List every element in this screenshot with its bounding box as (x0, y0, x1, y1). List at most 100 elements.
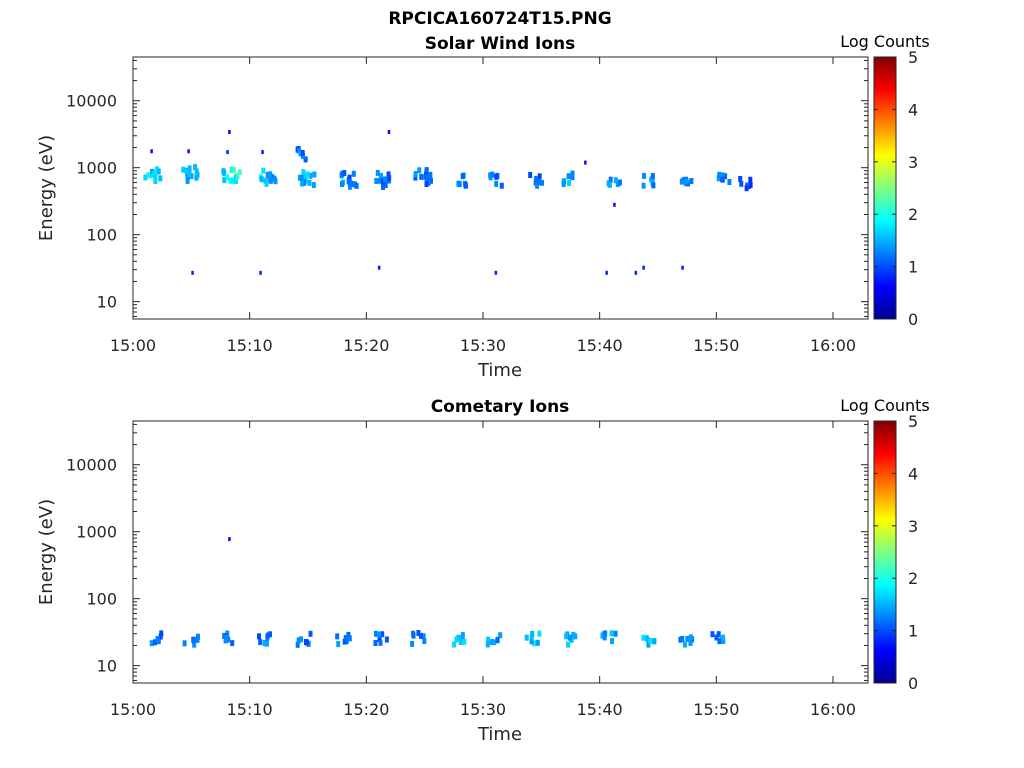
data-cell (299, 174, 304, 181)
colorbar: Log Counts 0 1 2 3 4 5 (840, 32, 930, 329)
panel-title: Solar Wind Ions (425, 34, 576, 54)
data-cell (381, 184, 385, 190)
x-tick-label: 15:40 (577, 700, 623, 719)
data-cell (494, 270, 498, 275)
data-cell (187, 171, 191, 178)
data-cell (380, 178, 385, 185)
x-axis-label: Time (477, 724, 522, 745)
data-cell (226, 150, 229, 155)
y-tick-label: 1000 (76, 159, 117, 178)
data-cell (452, 641, 457, 648)
y-tick-label: 10000 (66, 456, 117, 475)
data-cell (644, 635, 649, 642)
data-cell (489, 639, 494, 646)
data-cell (156, 168, 161, 175)
data-cell (641, 634, 646, 641)
data-cell (265, 171, 270, 178)
data-cell (429, 177, 433, 184)
data-cell (566, 641, 570, 648)
data-cell (524, 634, 529, 641)
data-cell (681, 265, 684, 270)
data-cell (149, 640, 154, 647)
data-cell (680, 635, 685, 642)
data-cell (714, 634, 719, 641)
data-cell (642, 265, 645, 270)
colorbar-tick-label: 3 (908, 153, 918, 172)
data-cell (373, 630, 378, 637)
data-cell (185, 177, 190, 184)
data-cell (460, 173, 465, 180)
data-cell (535, 639, 540, 646)
data-cell (535, 182, 540, 189)
y-tick-label: 1000 (76, 523, 117, 542)
x-tick-label: 15:40 (577, 336, 623, 355)
data-cell (268, 631, 272, 638)
colorbar-tick-label: 3 (908, 517, 918, 536)
data-cell (613, 202, 616, 207)
data-cell (748, 176, 753, 183)
data-cell (610, 638, 614, 645)
y-tick-label: 10 (97, 657, 117, 676)
data-cell (573, 633, 578, 640)
data-cell (181, 166, 186, 173)
data-cell (191, 270, 194, 275)
data-cell (300, 180, 305, 187)
data-cell (488, 172, 493, 179)
data-cell (608, 176, 613, 183)
plot-panel-2: 15:00 15:10 15:20 15:30 15:40 15:50 16:0010100… (36, 396, 930, 745)
data-cell (498, 632, 503, 639)
data-cell (684, 178, 689, 185)
data-cell (196, 633, 200, 640)
data-cell (651, 182, 656, 189)
data-cell (386, 171, 391, 178)
data-cell (570, 170, 575, 177)
data-cell (192, 641, 197, 648)
panel-title: Cometary Ions (431, 397, 570, 417)
data-cell (152, 639, 157, 646)
data-cell (148, 172, 153, 179)
data-cell (259, 176, 264, 183)
data-cell (234, 178, 238, 185)
x-tick-label: 16:00 (810, 700, 856, 719)
data-cell (716, 175, 721, 182)
data-cell (158, 633, 163, 640)
data-cell (373, 640, 378, 646)
data-cell (312, 171, 317, 178)
data-cell (262, 640, 267, 646)
data-cell (609, 630, 614, 637)
x-tick-label: 15:30 (460, 700, 506, 719)
data-cell (268, 171, 273, 178)
data-cell (642, 172, 646, 179)
data-cell (232, 167, 236, 174)
data-cell (261, 167, 266, 174)
data-cell (261, 150, 264, 155)
data-cell (422, 638, 427, 644)
data-cell (529, 638, 534, 645)
data-cell (229, 166, 234, 173)
data-cell (351, 170, 356, 177)
plot-area (132, 420, 869, 684)
y-tick-label: 10 (97, 293, 117, 312)
y-tick-label: 100 (86, 226, 117, 245)
data-cell (603, 630, 608, 637)
data-cell (723, 173, 728, 180)
colorbar-label: Log Counts (840, 396, 930, 415)
data-cell (335, 633, 340, 640)
data-cell (710, 631, 715, 638)
colorbar-tick-label: 0 (908, 674, 918, 693)
colorbar-tick-label: 1 (908, 258, 918, 277)
data-cell (607, 181, 612, 188)
data-cell (584, 160, 587, 165)
data-cell (379, 172, 383, 179)
data-cell (346, 631, 351, 638)
data-cell (374, 178, 379, 184)
data-cell (533, 179, 538, 186)
data-cell (463, 182, 468, 189)
data-cell (295, 641, 300, 648)
data-cell (540, 179, 544, 186)
colorbar-gradient (873, 420, 897, 684)
data-cell (384, 636, 389, 643)
data-cell (377, 265, 381, 270)
data-cell (410, 640, 415, 647)
data-cell (536, 179, 541, 185)
